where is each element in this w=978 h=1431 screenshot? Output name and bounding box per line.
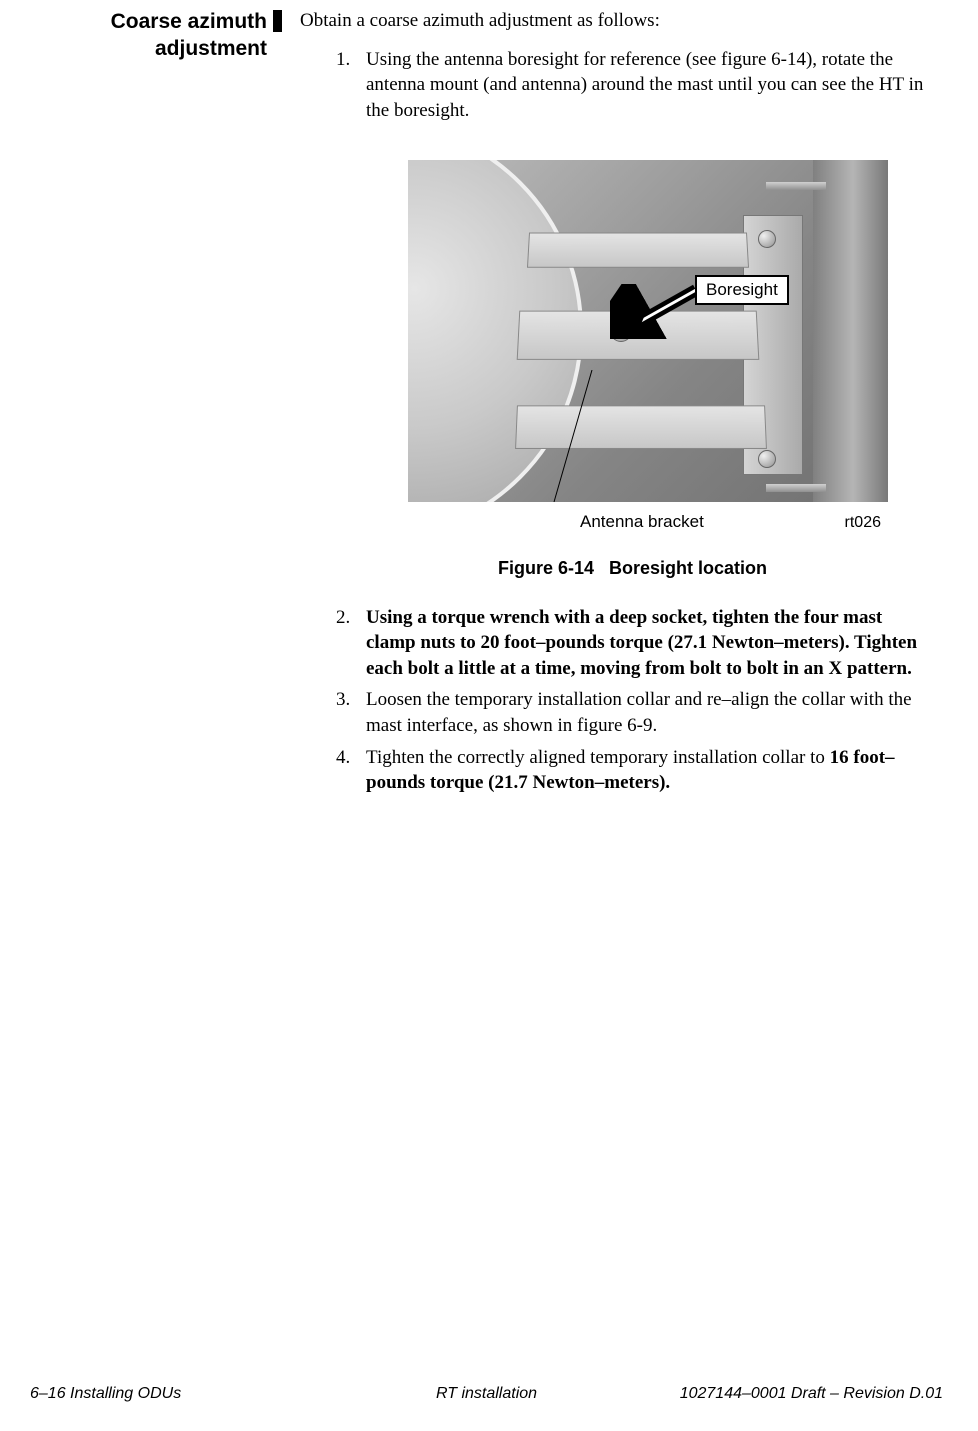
footer-center: RT installation: [436, 1385, 537, 1403]
figure-labels-row: Antenna bracket rt026: [408, 512, 888, 532]
procedure-list-continued: 2. Using a torque wrench with a deep soc…: [300, 605, 935, 796]
boresight-callout-label: Boresight: [695, 275, 789, 305]
body-column: Obtain a coarse azimuth adjustment as fo…: [300, 8, 943, 802]
figure-block: Boresight: [300, 160, 935, 579]
step-number: 4.: [336, 745, 350, 771]
step-text-pre: Tighten the correctly aligned temporary …: [366, 747, 830, 768]
rod-shape: [766, 484, 826, 492]
bolt-shape: [758, 230, 776, 248]
arrow-icon: [610, 284, 705, 339]
figure-image: Boresight: [408, 160, 888, 502]
change-bar-icon: [273, 10, 282, 32]
step-number: 1.: [336, 47, 350, 73]
list-item: 1. Using the antenna boresight for refer…: [336, 47, 935, 124]
sidebar: Coarse azimuth adjustment: [35, 8, 282, 802]
sidebar-heading: Coarse azimuth adjustment: [111, 8, 267, 63]
figure-caption-text: Boresight location: [609, 558, 767, 578]
sidebar-heading-line2: adjustment: [155, 37, 267, 60]
page: Coarse azimuth adjustment Obtain a coars…: [0, 0, 978, 802]
rod-shape: [766, 182, 826, 190]
antenna-bracket-label: Antenna bracket: [580, 512, 704, 532]
bolt-shape: [758, 450, 776, 468]
footer-left: 6–16 Installing ODUs: [30, 1385, 181, 1403]
step-text: Loosen the temporary installation collar…: [366, 689, 912, 736]
list-item: 4. Tighten the correctly aligned tempora…: [336, 745, 935, 796]
list-item: 3. Loosen the temporary installation col…: [336, 687, 935, 738]
leader-line-icon: [544, 370, 624, 502]
step-text: Using the antenna boresight for referenc…: [366, 49, 923, 121]
main-content: Coarse azimuth adjustment Obtain a coars…: [35, 8, 943, 802]
mast-shape: [813, 160, 888, 502]
step-number: 3.: [336, 687, 350, 713]
step-number: 2.: [336, 605, 350, 631]
footer-right: 1027144–0001 Draft – Revision D.01: [680, 1385, 943, 1403]
figure-caption: Figure 6-14 Boresight location: [330, 558, 935, 579]
figure-caption-prefix: Figure 6-14: [498, 558, 594, 578]
figure-ref-code: rt026: [845, 514, 881, 532]
page-footer: 6–16 Installing ODUs RT installation 102…: [30, 1385, 943, 1403]
bracket-plate-shape: [527, 232, 749, 267]
list-item: 2. Using a torque wrench with a deep soc…: [336, 605, 935, 682]
sidebar-heading-wrapper: Coarse azimuth adjustment: [35, 8, 282, 63]
sidebar-heading-line1: Coarse azimuth: [111, 10, 267, 33]
procedure-list: 1. Using the antenna boresight for refer…: [300, 47, 935, 124]
intro-paragraph: Obtain a coarse azimuth adjustment as fo…: [300, 8, 935, 35]
step-text: Using a torque wrench with a deep socket…: [366, 607, 917, 679]
